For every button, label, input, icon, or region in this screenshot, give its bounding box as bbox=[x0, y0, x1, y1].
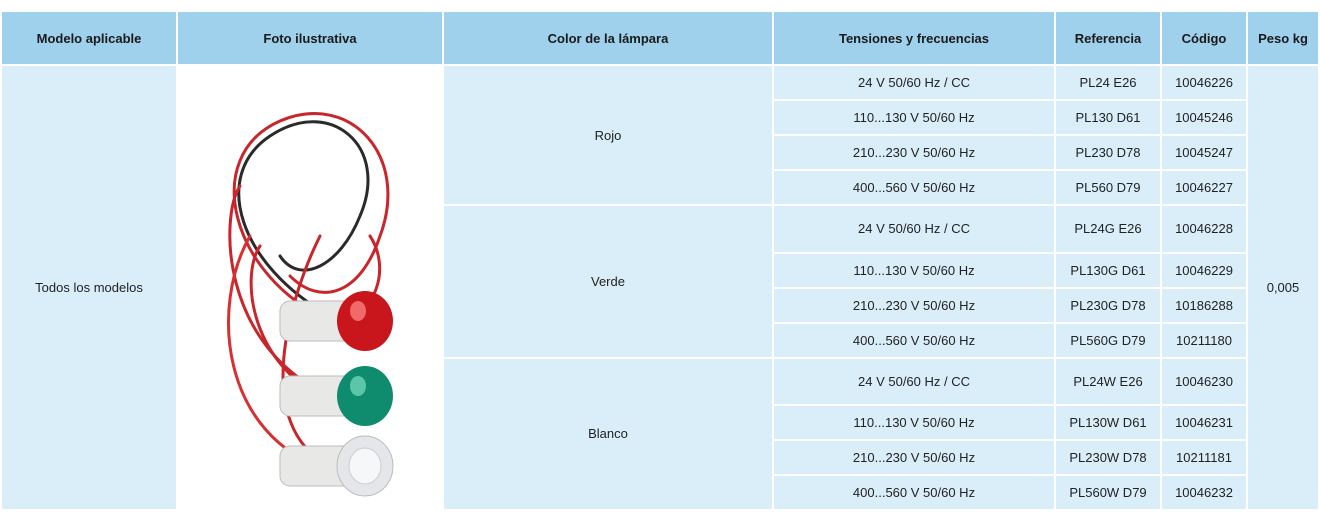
header-cell: Referencia bbox=[1056, 12, 1160, 64]
reference-cell: PL130W D61 bbox=[1056, 406, 1160, 439]
header-cell: Modelo aplicable bbox=[2, 12, 176, 64]
table-row: 110...130 V 50/60 Hz PL130W D61 10046231 bbox=[2, 406, 1318, 439]
header-cell: Foto ilustrativa bbox=[178, 12, 442, 64]
reference-cell: PL560G D79 bbox=[1056, 323, 1160, 357]
voltage-cell: 400...560 V 50/60 Hz bbox=[774, 171, 1054, 204]
table-row: 400...560 V 50/60 Hz PL560W D79 10046232 bbox=[2, 476, 1318, 509]
voltage-cell: 110...130 V 50/60 Hz bbox=[774, 253, 1054, 287]
code-cell: 10046227 bbox=[1162, 171, 1246, 204]
voltage-cell: 110...130 V 50/60 Hz bbox=[774, 101, 1054, 134]
lamp-white bbox=[279, 435, 394, 497]
code-cell: 10045246 bbox=[1162, 101, 1246, 134]
voltage-cell: 110...130 V 50/60 Hz bbox=[774, 406, 1054, 439]
reference-cell: PL130 D61 bbox=[1056, 101, 1160, 134]
code-cell: 10046228 bbox=[1162, 206, 1246, 252]
table-wrap: Modelo aplicable Foto ilustrativa Color … bbox=[0, 10, 1320, 511]
color-cell: Rojo bbox=[444, 66, 772, 204]
header-cell: Peso kg bbox=[1248, 12, 1318, 64]
table-row: 210...230 V 50/60 Hz PL230G D78 10186288 bbox=[2, 288, 1318, 322]
header-cell: Color de la lámpara bbox=[444, 12, 772, 64]
table-row: 400...560 V 50/60 Hz PL560G D79 10211180 bbox=[2, 323, 1318, 357]
voltage-cell: 24 V 50/60 Hz / CC bbox=[774, 66, 1054, 99]
lamp-green bbox=[279, 366, 393, 426]
reference-cell: PL24G E26 bbox=[1056, 206, 1160, 252]
color-cell: Blanco bbox=[444, 358, 772, 509]
voltage-cell: 210...230 V 50/60 Hz bbox=[774, 288, 1054, 322]
product-table: Modelo aplicable Foto ilustrativa Color … bbox=[0, 10, 1320, 511]
reference-cell: PL130G D61 bbox=[1056, 253, 1160, 287]
table-row: Verde 24 V 50/60 Hz / CC PL24G E26 10046228 bbox=[2, 206, 1318, 357]
code-cell: 10046230 bbox=[1162, 358, 1246, 404]
table-row: 400...560 V 50/60 Hz PL560 D79 10046227 bbox=[2, 171, 1318, 204]
code-cell: 10046229 bbox=[1162, 253, 1246, 287]
code-cell: 10046232 bbox=[1162, 476, 1246, 509]
reference-cell: PL24 E26 bbox=[1056, 66, 1160, 99]
lamp-photo bbox=[227, 112, 394, 497]
table-row: 110...130 V 50/60 Hz PL130 D61 10045246 bbox=[2, 101, 1318, 134]
weight-cell: 0,005 bbox=[1248, 66, 1318, 509]
header-cell: Tensiones y frecuencias bbox=[774, 12, 1054, 64]
voltage-cell: 24 V 50/60 Hz / CC bbox=[774, 358, 1054, 404]
table-row: 210...230 V 50/60 Hz PL230 D78 10045247 bbox=[2, 136, 1318, 169]
code-cell: 10045247 bbox=[1162, 136, 1246, 169]
lamp-red bbox=[279, 291, 393, 351]
color-cell: Verde bbox=[444, 206, 772, 357]
reference-cell: PL230 D78 bbox=[1056, 136, 1160, 169]
code-cell: 10046226 bbox=[1162, 66, 1246, 99]
voltage-cell: 400...560 V 50/60 Hz bbox=[774, 476, 1054, 509]
code-cell: 10186288 bbox=[1162, 288, 1246, 322]
header-row: Modelo aplicable Foto ilustrativa Color … bbox=[2, 12, 1318, 64]
reference-cell: PL230G D78 bbox=[1056, 288, 1160, 322]
header-cell: Código bbox=[1162, 12, 1246, 64]
reference-cell: PL24W E26 bbox=[1056, 358, 1160, 404]
voltage-cell: 210...230 V 50/60 Hz bbox=[774, 441, 1054, 474]
table-row: 110...130 V 50/60 Hz PL130G D61 10046229 bbox=[2, 253, 1318, 287]
table-row: Todos los modelos Rojo 24 V 50/60 Hz / CC… bbox=[2, 66, 1318, 509]
reference-cell: PL230W D78 bbox=[1056, 441, 1160, 474]
voltage-cell: 210...230 V 50/60 Hz bbox=[774, 136, 1054, 169]
voltage-cell: 400...560 V 50/60 Hz bbox=[774, 323, 1054, 357]
code-cell: 10046231 bbox=[1162, 406, 1246, 439]
code-cell: 10211181 bbox=[1162, 441, 1246, 474]
table-row: 210...230 V 50/60 Hz PL230W D78 10211181 bbox=[2, 441, 1318, 474]
table-row: Blanco 24 V 50/60 Hz / CC PL24W E26 1004623… bbox=[2, 358, 1318, 509]
code-cell: 10211180 bbox=[1162, 323, 1246, 357]
reference-cell: PL560 D79 bbox=[1056, 171, 1160, 204]
reference-cell: PL560W D79 bbox=[1056, 476, 1160, 509]
voltage-cell: 24 V 50/60 Hz / CC bbox=[774, 206, 1054, 252]
photo-cell bbox=[178, 66, 442, 509]
model-cell: Todos los modelos bbox=[2, 66, 176, 509]
